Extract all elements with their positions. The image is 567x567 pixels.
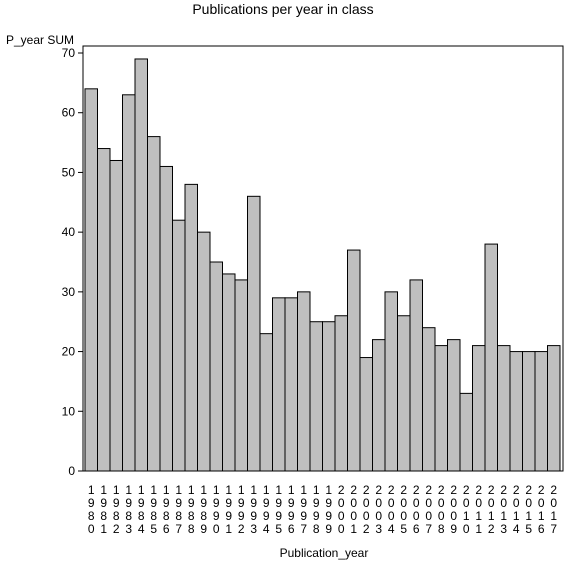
x-axis: 1 9 8 0 1 9 8 1 1 9 8 2 1 9 8 3 1 9 8 4 1 9 8 5 1 9 8 6 1 9 8 7 1 9 8 8 1 9 8 9… (88, 483, 558, 536)
chart-title: Publications per year in class (192, 1, 373, 17)
bar-1992 (234, 279, 248, 472)
bar-2014 (509, 351, 523, 472)
bar-1981 (97, 148, 111, 472)
y-tick-label: 50 (62, 165, 76, 179)
bar-2011 (472, 345, 486, 472)
y-axis: 0 10 20 30 40 50 60 70 (62, 46, 83, 478)
x-axis-title: Publication_year (280, 546, 369, 560)
bar-2008 (434, 345, 448, 472)
bar-2013 (497, 345, 511, 472)
bar-2009 (447, 339, 461, 472)
y-tick-label: 70 (62, 46, 76, 60)
y-tick-label: 0 (68, 464, 75, 478)
bar-2016 (534, 351, 548, 472)
bar-1995 (272, 297, 286, 472)
bar-1993 (247, 195, 261, 472)
bar-1999 (322, 321, 336, 472)
bar-1997 (297, 291, 311, 472)
bar-1985 (147, 136, 161, 472)
bars-group (84, 58, 561, 472)
bar-2006 (409, 279, 423, 472)
bar-2015 (522, 351, 536, 472)
bar-1982 (109, 159, 123, 472)
bar-2001 (347, 249, 361, 472)
bar-1991 (222, 273, 236, 472)
bar-2000 (334, 315, 348, 472)
bar-2004 (384, 291, 398, 472)
bar-2012 (484, 243, 498, 472)
bar-2007 (422, 327, 436, 472)
bar-1998 (309, 321, 323, 472)
bar-2002 (359, 357, 373, 472)
bar-1986 (159, 165, 173, 472)
y-tick-label: 60 (62, 106, 76, 120)
bar-1994 (259, 333, 273, 472)
bar-1980 (84, 88, 98, 472)
bar-1984 (134, 58, 148, 472)
bar-1989 (197, 231, 211, 472)
y-axis-title: P_year SUM (6, 33, 74, 47)
bar-2005 (397, 315, 411, 472)
bar-1996 (284, 297, 298, 472)
y-tick-label: 30 (62, 285, 76, 299)
y-tick-label: 20 (62, 345, 76, 359)
bar-1988 (184, 183, 198, 472)
bar-1990 (209, 261, 223, 472)
bar-1987 (172, 219, 186, 472)
bar-1983 (122, 94, 136, 472)
bar-2003 (372, 339, 386, 472)
y-tick-label: 40 (62, 225, 76, 239)
bar-2010 (459, 392, 473, 472)
bar-2017 (547, 345, 561, 472)
y-tick-label: 10 (62, 404, 76, 418)
